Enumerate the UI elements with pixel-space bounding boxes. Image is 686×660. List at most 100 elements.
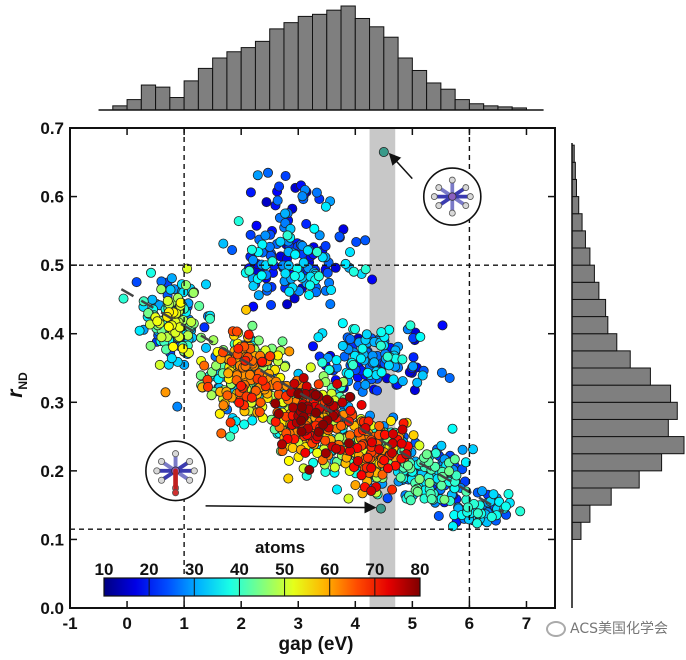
colorbar-tick-label: 10 [95, 560, 114, 579]
top-histogram-bar [312, 13, 328, 111]
colorbar-title: atoms [255, 538, 305, 557]
data-point [414, 440, 425, 451]
molecule-atom [430, 193, 438, 200]
data-point [367, 274, 378, 285]
data-point [388, 374, 399, 385]
data-point [290, 249, 301, 260]
data-point [343, 493, 354, 504]
data-point [156, 284, 167, 295]
data-point [317, 357, 328, 368]
data-point [366, 462, 377, 473]
top-histogram-bar [383, 36, 399, 111]
right-histogram-bar [571, 316, 609, 335]
data-point [356, 399, 367, 410]
data-point [436, 367, 447, 378]
top-histogram-bar [283, 22, 299, 111]
data-point [447, 423, 458, 434]
data-point [227, 244, 238, 255]
data-point [374, 444, 385, 455]
colorbar-tick-label: 80 [411, 560, 430, 579]
right-histogram-bar [571, 401, 678, 420]
x-tick-label: 0 [122, 614, 131, 633]
data-point [145, 340, 156, 351]
data-point [402, 460, 413, 471]
data-point [379, 455, 390, 466]
top-histogram-bar [326, 9, 342, 111]
top-histogram [98, 5, 544, 111]
right-histogram [571, 143, 685, 608]
data-point [417, 370, 428, 381]
molecule-atom [462, 202, 470, 209]
data-point [488, 489, 499, 500]
data-point [360, 264, 371, 275]
data-point [500, 501, 511, 512]
y-tick-label: 0.6 [40, 188, 64, 207]
data-point [200, 342, 211, 353]
data-point [340, 258, 351, 269]
molecule-atom [448, 209, 456, 217]
x-tick-label: 6 [465, 614, 474, 633]
data-point [348, 266, 359, 277]
data-point [320, 448, 331, 459]
data-point [289, 293, 300, 304]
data-point [118, 293, 129, 304]
data-point [163, 321, 174, 332]
data-point [331, 484, 342, 495]
data-point [362, 452, 373, 463]
data-point [236, 380, 247, 391]
data-point [301, 218, 312, 229]
molecule-atom [172, 450, 180, 458]
watermark: ACS美国化学会 [546, 618, 668, 638]
data-point [284, 286, 295, 297]
data-point [331, 443, 342, 454]
data-point [245, 187, 256, 198]
data-point [311, 187, 322, 198]
data-point [362, 367, 373, 378]
data-point [253, 335, 264, 346]
data-point [369, 357, 380, 368]
wechat-icon [546, 621, 566, 637]
top-histogram-bar [183, 80, 199, 111]
data-point [247, 255, 258, 266]
data-point [180, 280, 191, 291]
colorbar-tick-label: 20 [140, 560, 159, 579]
data-point [202, 381, 213, 392]
data-point [337, 318, 348, 329]
data-point [307, 341, 318, 352]
data-point [152, 316, 163, 327]
data-point [460, 457, 471, 468]
data-point [166, 353, 177, 364]
data-point [462, 502, 473, 513]
data-point [347, 359, 358, 370]
right-histogram-bar [571, 333, 618, 352]
data-point [477, 486, 488, 497]
data-point [272, 195, 283, 206]
molecule-atom [190, 467, 198, 475]
molecule-atom [157, 476, 166, 484]
data-point [345, 334, 356, 345]
data-point [357, 343, 368, 354]
data-point [344, 247, 355, 258]
data-point [243, 329, 254, 340]
data-point [313, 271, 324, 282]
colorbar-tick-label: 60 [320, 560, 339, 579]
data-point [246, 244, 257, 255]
data-point [302, 245, 313, 256]
data-point [282, 299, 293, 310]
data-point [407, 361, 418, 372]
molecule-atom [186, 457, 194, 466]
data-point [412, 486, 423, 497]
top-histogram-bar [340, 5, 356, 111]
data-point [356, 470, 367, 481]
top-histogram-bar [440, 88, 456, 111]
data-point [270, 398, 281, 409]
data-point [515, 506, 526, 517]
data-point [344, 368, 355, 379]
data-point [324, 364, 335, 375]
data-point [334, 231, 345, 242]
data-point [387, 428, 398, 439]
annotation-arrow [205, 501, 377, 514]
data-point [366, 437, 377, 448]
plot-area [70, 128, 555, 608]
molecule-atom [186, 476, 194, 484]
